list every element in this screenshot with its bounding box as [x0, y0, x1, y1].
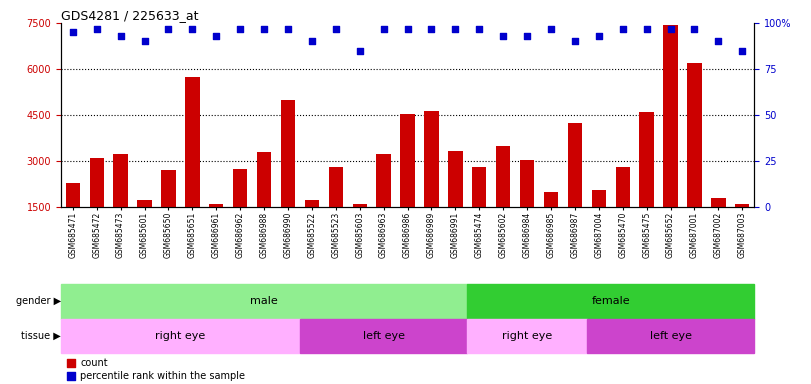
Point: [138, 38, 151, 45]
Bar: [663, 25, 678, 207]
Point: [186, 25, 199, 31]
Point: [616, 25, 629, 31]
Legend: count, percentile rank within the sample: count, percentile rank within the sample: [66, 358, 245, 381]
Bar: [448, 151, 462, 207]
Point: [425, 25, 438, 31]
Point: [90, 25, 103, 31]
Bar: [209, 204, 223, 207]
Bar: [281, 100, 295, 207]
Point: [664, 25, 677, 31]
Bar: [639, 112, 654, 207]
Bar: [233, 169, 247, 207]
Bar: [305, 200, 319, 207]
Bar: [89, 158, 104, 207]
Bar: [401, 114, 414, 207]
Point: [521, 33, 534, 39]
Text: right eye: right eye: [502, 331, 552, 341]
Point: [496, 33, 509, 39]
Text: male: male: [250, 296, 278, 306]
Bar: [544, 192, 558, 207]
Bar: [300, 319, 467, 353]
Point: [162, 25, 175, 31]
Bar: [257, 152, 271, 207]
Bar: [735, 204, 749, 207]
Bar: [376, 154, 391, 207]
Bar: [472, 167, 487, 207]
Point: [377, 25, 390, 31]
Point: [114, 33, 127, 39]
Point: [688, 25, 701, 31]
Bar: [424, 111, 439, 207]
Bar: [467, 319, 587, 353]
Point: [329, 25, 342, 31]
Point: [67, 29, 79, 35]
Bar: [61, 284, 467, 319]
Text: right eye: right eye: [155, 331, 205, 341]
Text: tissue ▶: tissue ▶: [21, 331, 61, 341]
Text: gender ▶: gender ▶: [15, 296, 61, 306]
Point: [473, 25, 486, 31]
Point: [210, 33, 223, 39]
Point: [401, 25, 414, 31]
Bar: [66, 183, 80, 207]
Bar: [185, 77, 200, 207]
Bar: [568, 123, 582, 207]
Text: left eye: left eye: [650, 331, 692, 341]
Point: [281, 25, 294, 31]
Bar: [328, 167, 343, 207]
Point: [736, 48, 749, 54]
Bar: [467, 284, 754, 319]
Bar: [353, 204, 367, 207]
Text: GDS4281 / 225633_at: GDS4281 / 225633_at: [61, 9, 199, 22]
Point: [258, 25, 271, 31]
Bar: [520, 160, 534, 207]
Bar: [496, 146, 510, 207]
Bar: [711, 198, 726, 207]
Bar: [592, 190, 606, 207]
Bar: [61, 319, 300, 353]
Point: [448, 25, 461, 31]
Point: [569, 38, 581, 45]
Bar: [137, 200, 152, 207]
Bar: [161, 170, 176, 207]
Bar: [587, 319, 754, 353]
Point: [306, 38, 319, 45]
Point: [354, 48, 367, 54]
Bar: [687, 63, 702, 207]
Point: [640, 25, 653, 31]
Point: [234, 25, 247, 31]
Bar: [114, 154, 128, 207]
Point: [592, 33, 605, 39]
Text: left eye: left eye: [363, 331, 405, 341]
Point: [544, 25, 557, 31]
Point: [712, 38, 725, 45]
Bar: [616, 167, 630, 207]
Text: female: female: [591, 296, 630, 306]
